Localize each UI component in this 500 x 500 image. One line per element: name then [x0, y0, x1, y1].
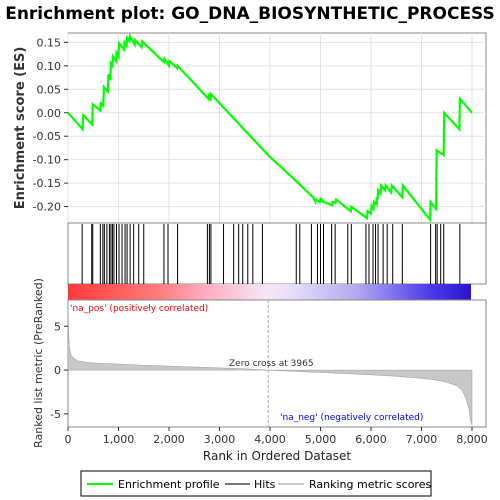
es-y-tick-label: 0.10 [37, 60, 62, 73]
metric-y-tick-label: 0 [54, 364, 61, 377]
x-tick-label: 3,000 [204, 433, 236, 446]
es-y-axis-label: Enrichment score (ES) [13, 47, 28, 210]
x-tick-label: 8,000 [456, 433, 488, 446]
x-axis-label: Rank in Ordered Dataset [203, 449, 351, 463]
x-tick-label: 1,000 [103, 433, 135, 446]
ranking-metric-area [67, 301, 473, 426]
x-axis-ticks: 0 1,000 2,000 3,000 4,000 5,000 6,000 7,000 8,00… [65, 427, 488, 446]
legend-box [80, 470, 432, 497]
x-tick-label: 5,000 [305, 433, 337, 446]
es-y-tick-label: -0.20 [33, 201, 61, 214]
x-tick-label: 6,000 [355, 433, 387, 446]
x-tick-label: 0 [65, 433, 72, 446]
x-tick-label: 7,000 [406, 433, 438, 446]
hits-panel-frame [67, 222, 487, 285]
metric-y-axis-label: Ranked list metric (PreRanked) [32, 278, 45, 448]
legend-label-enrichment: Enrichment profile [118, 478, 220, 491]
na-pos-label: 'na_pos' (positively correlated) [70, 304, 208, 314]
metric-y-tick-label: 5 [54, 320, 61, 333]
metric-y-ticks: 5 0 -5 [50, 320, 68, 421]
zero-cross-label: Zero cross at 3965 [229, 359, 314, 369]
es-y-tick-label: 0.00 [37, 107, 62, 120]
es-y-tick-label: 0.15 [37, 36, 62, 49]
enrichment-profile-line [67, 32, 473, 223]
x-tick-label: 4,000 [254, 433, 286, 446]
legend-label-metric: Ranking metric scores [309, 478, 431, 491]
es-y-tick-label: -0.10 [33, 154, 61, 167]
es-panel-frame [67, 32, 487, 224]
x-tick-label: 2,000 [153, 433, 185, 446]
es-y-tick-label: 0.05 [37, 83, 62, 96]
rank-color-bar [68, 284, 471, 300]
hits-marks [81, 224, 461, 284]
na-neg-label: 'na_neg' (negatively correlated) [280, 413, 423, 423]
metric-y-tick-label: -5 [50, 408, 61, 421]
chart-title: Enrichment plot: GO_DNA_BIOSYNTHETIC_PRO… [5, 4, 495, 24]
legend-label-hits: Hits [254, 478, 276, 491]
es-y-ticks: 0.15 0.10 0.05 0.00 -0.05 -0.10 -0.15 -0.20 [33, 36, 68, 214]
es-y-tick-label: -0.15 [33, 177, 61, 190]
metric-panel-frame [67, 299, 487, 428]
es-y-tick-label: -0.05 [33, 130, 61, 143]
